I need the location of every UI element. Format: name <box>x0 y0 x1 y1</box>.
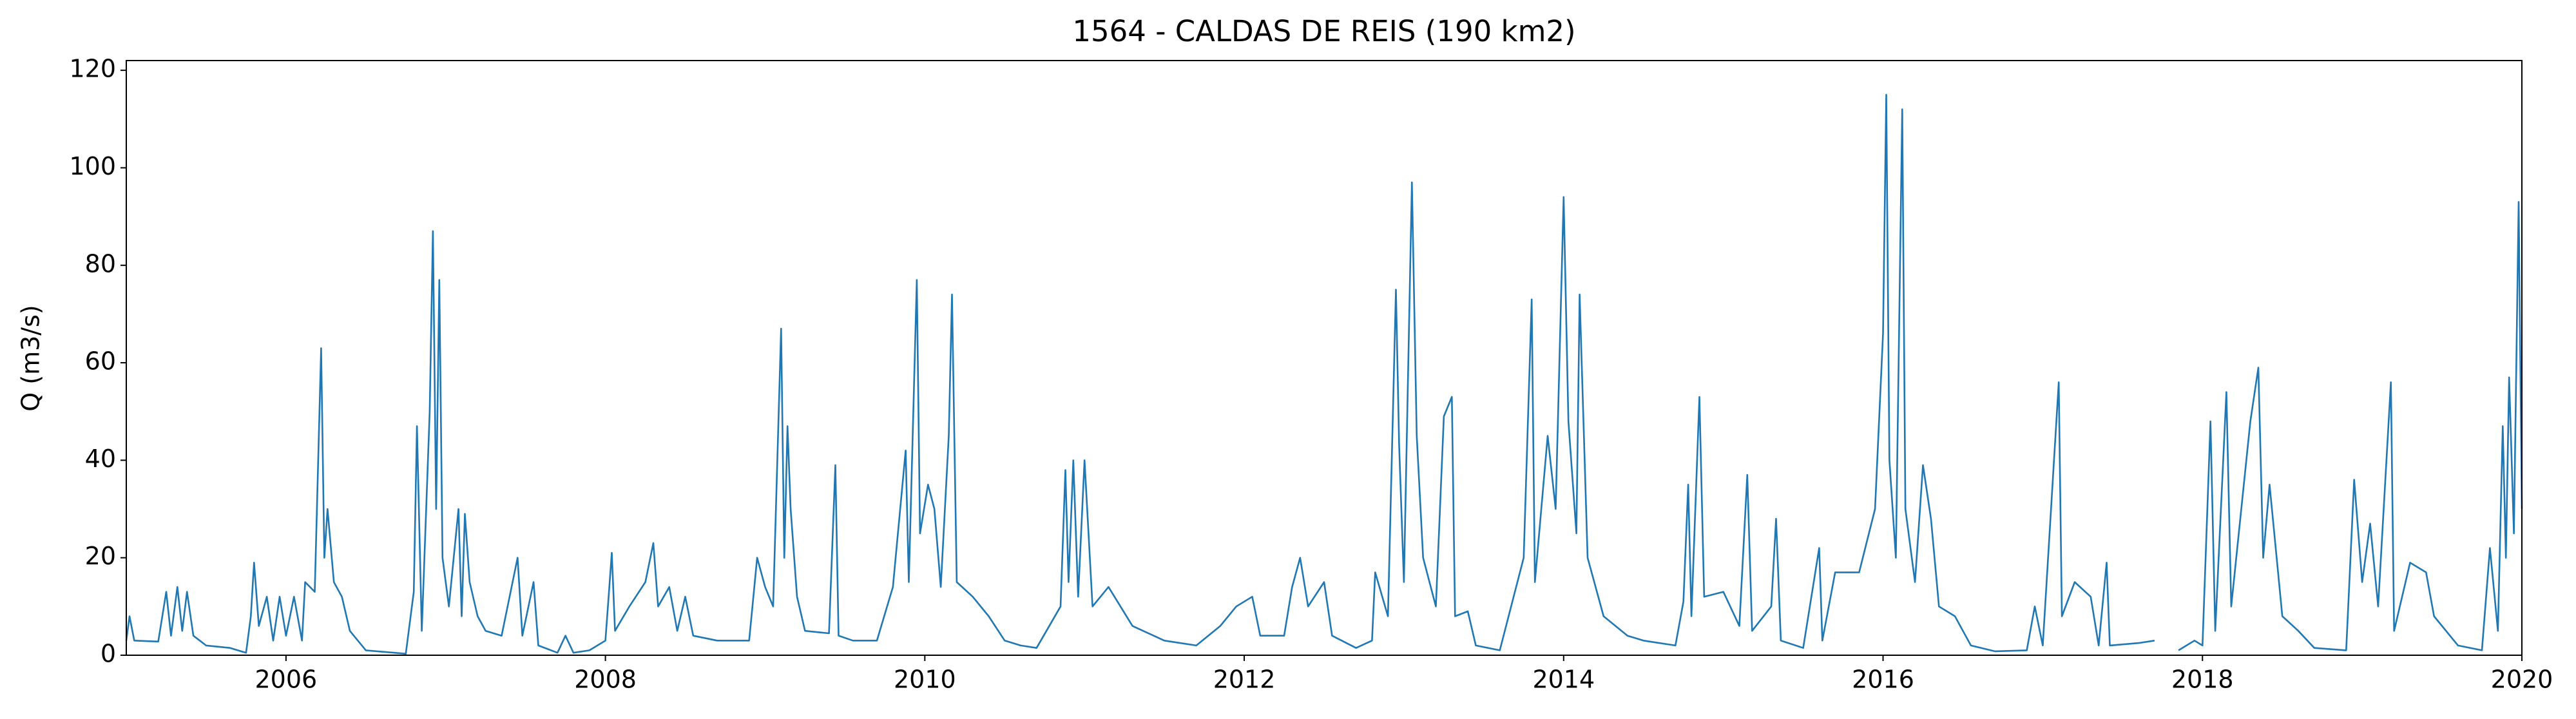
y-axis-label: Q (m3/s) <box>17 305 45 411</box>
y-tick-label: 60 <box>85 347 116 376</box>
y-tick-label: 0 <box>101 640 116 668</box>
y-tick-label: 40 <box>85 445 116 473</box>
y-tick-label: 20 <box>85 542 116 570</box>
y-tick-label: 120 <box>69 55 116 83</box>
y-tick-label: 80 <box>85 249 116 278</box>
x-tick-label: 2014 <box>1532 666 1595 694</box>
x-tick-label: 2020 <box>2491 666 2553 694</box>
x-tick-label: 2018 <box>2171 666 2234 694</box>
x-tick-label: 2010 <box>894 666 956 694</box>
data-line <box>125 93 2523 655</box>
x-tick-label: 2012 <box>1213 666 1276 694</box>
plot-frame <box>126 60 2523 656</box>
x-tick-label: 2008 <box>574 666 637 694</box>
y-tick-label: 100 <box>69 152 116 180</box>
chart-title: 1564 - CALDAS DE REIS (190 km2) <box>1072 14 1575 48</box>
x-tick-label: 2016 <box>1852 666 1914 694</box>
x-tick-label: 2006 <box>255 666 318 694</box>
